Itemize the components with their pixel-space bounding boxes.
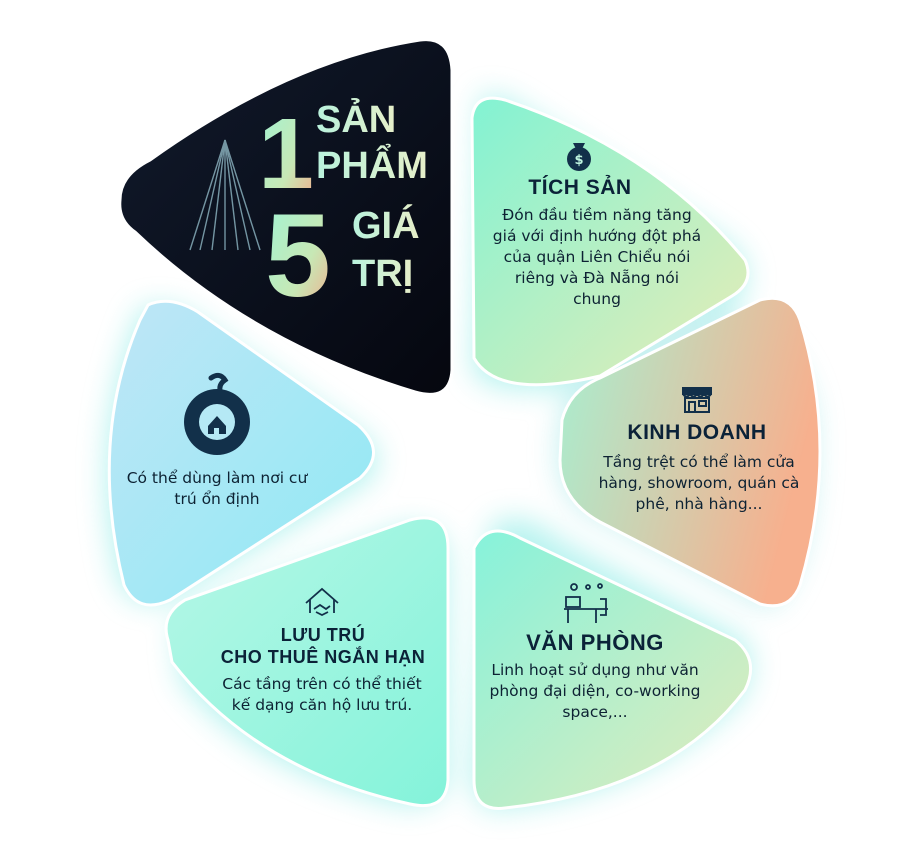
segment-o [107,299,375,607]
svg-text:$: $ [574,153,583,168]
luu-tru-title-line1: LƯU TRÚ [280,625,366,645]
kinh-doanh-title: KINH DOANH [627,421,767,444]
handshake-house-icon [305,587,339,617]
segment-kinh-doanh [558,296,822,608]
o-description: Có thể dùng làm nơi cư trú ổn định [126,469,308,508]
segment-van-phong [472,529,753,810]
money-bag-icon: $ [567,143,591,171]
luu-tru-description: Các tầng trên có thể thiết kế dạng căn h… [222,675,422,714]
van-phong-title: VĂN PHÒNG [526,630,664,655]
hero-word-gia: GIÁ [352,203,420,247]
kinh-doanh-description: Tầng trệt có thể làm cửa hàng, showroom,… [598,453,800,513]
storefront-icon [682,387,712,413]
segment-hero [118,38,454,396]
van-phong-description: Linh hoạt sử dụng như văn phòng đại diện… [489,661,701,721]
hero-word-tri: TRỊ [352,253,413,295]
segment-tich-san [470,96,750,387]
hero-word-san: SẢN [316,97,396,141]
hero-word-pham: PHẨM [316,142,428,187]
hero-number-1: 1 [258,98,314,210]
tich-san-title: TÍCH SẢN [528,176,632,199]
tich-san-description: Đón đầu tiềm năng tăng giá với định hướn… [492,206,702,308]
hero-number-5: 5 [265,190,331,322]
segment-luu-tru [164,516,450,807]
o-home-icon [184,372,250,455]
luu-tru-title-line2: CHO THUÊ NGẮN HẠN [220,647,426,667]
tower-icon [189,139,261,251]
office-desk-icon [564,583,608,623]
